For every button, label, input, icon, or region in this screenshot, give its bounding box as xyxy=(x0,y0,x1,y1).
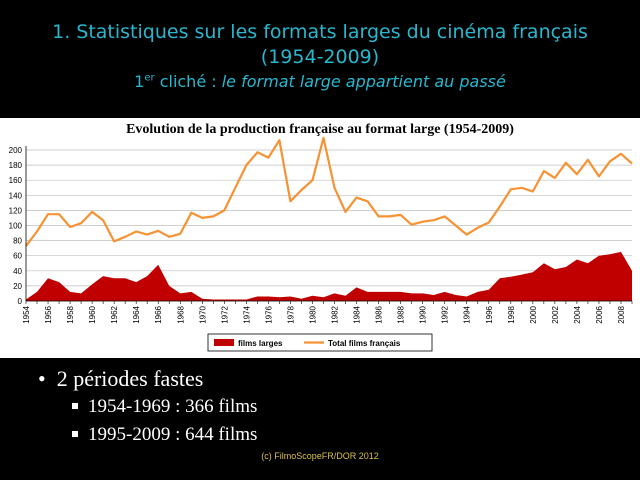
x-tick-label: 1998 xyxy=(507,305,516,323)
bullet-main: • 2 périodes fastes xyxy=(38,366,204,391)
x-tick-label: 1974 xyxy=(242,305,251,323)
bullet-sub-2: 1995-2009 : 644 films xyxy=(72,424,257,446)
series-line-total-films xyxy=(25,136,633,247)
y-tick-label: 20 xyxy=(13,282,22,291)
y-tick-label: 140 xyxy=(9,191,23,200)
y-tick-label: 180 xyxy=(9,161,23,170)
x-tick-label: 2000 xyxy=(529,305,538,323)
x-tick-label: 1976 xyxy=(264,305,273,323)
subtitle-italic: le format large appartient au passé xyxy=(221,72,506,91)
x-tick-label: 2002 xyxy=(551,305,560,323)
y-tick-label: 0 xyxy=(18,297,23,306)
x-tick-label: 1956 xyxy=(44,305,53,323)
x-tick-label: 2008 xyxy=(617,305,626,323)
x-tick-label: 1980 xyxy=(308,305,317,323)
x-tick-label: 2004 xyxy=(573,305,582,323)
y-tick-label: 200 xyxy=(9,146,23,155)
subtitle-prefix: 1 xyxy=(134,72,145,91)
series-area-films-larges xyxy=(26,251,632,301)
footer-copyright: (c) FilmoScopeFR/DOR 2012 xyxy=(261,451,379,461)
slide-subtitle: 1er cliché : le format large appartient … xyxy=(0,72,640,91)
bullet-sub-2-text: 1995-2009 : 644 films xyxy=(88,424,258,445)
x-tick-label: 1966 xyxy=(154,305,163,323)
x-tick-label: 1964 xyxy=(132,305,141,323)
x-tick-label: 1970 xyxy=(198,305,207,323)
bullet-sub-1-text: 1954-1969 : 366 films xyxy=(88,396,258,417)
x-tick-label: 1972 xyxy=(220,305,229,323)
bullet-square-icon xyxy=(72,430,78,437)
x-tick-label: 1968 xyxy=(176,305,185,323)
y-tick-label: 40 xyxy=(13,267,22,276)
y-tick-label: 160 xyxy=(9,176,23,185)
slide-title-years: (1954-2009) xyxy=(260,46,380,68)
x-tick-label: 1994 xyxy=(463,305,472,323)
x-tick-label: 2006 xyxy=(595,305,604,323)
chart-svg: 0 20 40 60 80 100 120 140 160 180 200 1954 1956 1958 1… xyxy=(9,136,633,352)
x-tick-label: 1986 xyxy=(375,305,384,323)
chart-area: Evolution de la production française au … xyxy=(0,118,640,358)
chart-title: Evolution de la production française au … xyxy=(126,122,514,137)
slide-title: 1. Statistiques sur les formats larges d… xyxy=(52,21,588,43)
bullet-sub-1: 1954-1969 : 366 films xyxy=(72,396,257,418)
x-tick-label: 1982 xyxy=(331,305,340,323)
x-tick-label: 1990 xyxy=(419,305,428,323)
subtitle-sup: er xyxy=(144,72,155,84)
legend-label-total-films: Total films français xyxy=(328,339,401,348)
y-tick-label: 120 xyxy=(9,206,23,215)
y-tick-label: 80 xyxy=(13,237,22,246)
x-tick-label: 1962 xyxy=(110,305,119,323)
x-tick-label: 1978 xyxy=(286,305,295,323)
x-tick-label: 1996 xyxy=(485,305,494,323)
x-tick-label: 1984 xyxy=(353,305,362,323)
legend-swatch-films-larges xyxy=(214,339,234,346)
subtitle-mid: cliché : xyxy=(154,72,222,91)
legend-label-films-larges: films larges xyxy=(238,339,283,348)
y-tick-label: 100 xyxy=(9,222,23,231)
x-tick-label: 1954 xyxy=(22,305,31,323)
x-tick-label: 1992 xyxy=(441,305,450,323)
y-tick-label: 60 xyxy=(13,252,22,261)
bullet-square-icon xyxy=(72,402,78,409)
bullet-main-text: 2 périodes fastes xyxy=(56,366,204,391)
x-tick-label: 1988 xyxy=(397,305,406,323)
x-tick-label: 1960 xyxy=(88,305,97,323)
x-tick-label: 1958 xyxy=(66,305,75,323)
